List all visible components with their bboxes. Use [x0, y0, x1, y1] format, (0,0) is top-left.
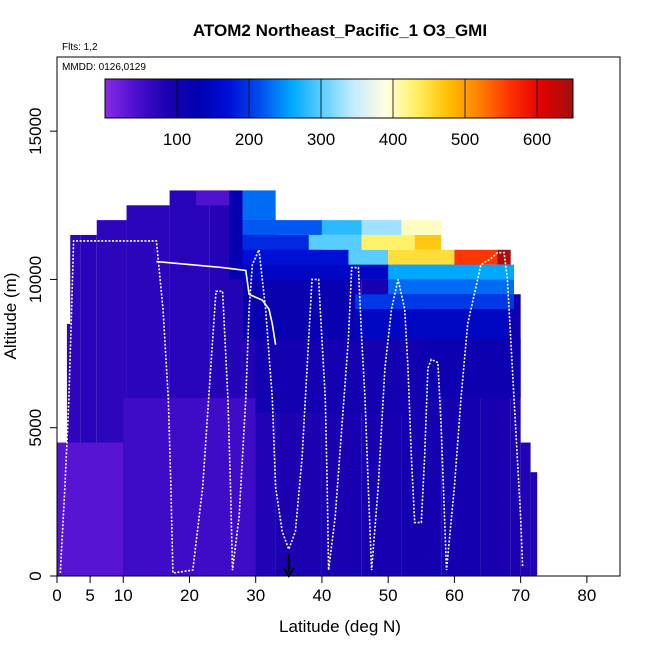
heatmap-cell — [355, 309, 508, 339]
heatmap-cell — [229, 190, 243, 280]
x-tick-label: 10 — [114, 586, 133, 605]
x-axis-label: Latitude (deg N) — [279, 617, 401, 636]
heatmap-cell — [361, 234, 415, 250]
y-tick-label: 10000 — [26, 256, 45, 303]
colorbar-tick-label: 400 — [379, 130, 407, 149]
heatmap-column — [510, 338, 521, 576]
latitude-marker-arrow-icon — [282, 567, 295, 578]
x-tick-label: 50 — [379, 586, 398, 605]
heatmap-cell — [414, 234, 442, 250]
heatmap-cell — [242, 264, 389, 280]
heatmap-cell — [242, 249, 349, 265]
x-tick-label: 60 — [445, 586, 464, 605]
y-tick-label: 15000 — [26, 108, 45, 155]
colorbar-tick-label: 500 — [451, 130, 479, 149]
colorbar-tick-label: 300 — [307, 130, 335, 149]
flight-track-level — [156, 260, 277, 345]
plot-frame — [56, 56, 621, 577]
heatmap-cell — [361, 220, 402, 235]
heatmap-cell — [454, 249, 498, 265]
plot-area — [57, 190, 538, 577]
y-tick-label: 0 — [26, 571, 45, 580]
heatmap-cell — [388, 249, 455, 265]
y-axis-label: Altitude (m) — [1, 273, 20, 360]
x-tick-label: 70 — [511, 586, 530, 605]
heatmap-cell — [242, 234, 309, 250]
heatmap-cell — [57, 442, 124, 576]
axes: 0 5 10 20 30 40 50 60 70 80 0 5000 10000 15000 — [26, 108, 596, 605]
heatmap-cell — [321, 220, 362, 235]
colorbar: 100 200 300 400 500 600 — [104, 78, 574, 149]
x-tick-label: 30 — [246, 586, 265, 605]
annotation-flights: Flts: 1,2 — [62, 42, 98, 53]
heatmap-cell — [123, 398, 256, 576]
heatmap-cell — [348, 264, 515, 280]
heatmap-column — [70, 234, 81, 576]
heatmap-cell — [388, 279, 515, 295]
annotation-mmdd: MMDD: 0126,0129 — [62, 62, 146, 73]
heatmap-cell — [348, 249, 389, 265]
heatmap-cell — [401, 220, 442, 235]
y-tick-label: 5000 — [26, 409, 45, 447]
x-tick-label: 0 — [52, 586, 61, 605]
heatmap-cell — [242, 190, 276, 221]
heatmap-cell — [242, 279, 356, 339]
flight-track — [59, 240, 524, 574]
heatmap-cell — [242, 220, 322, 235]
colorbar-tick-label: 100 — [163, 130, 191, 149]
x-tick-label: 5 — [85, 586, 94, 605]
x-tick-label: 20 — [180, 586, 199, 605]
colorbar-tick-label: 200 — [235, 130, 263, 149]
heatmap-cell — [355, 294, 515, 310]
x-tick-label: 80 — [577, 586, 596, 605]
heatmap-cell — [308, 234, 362, 250]
colorbar-tick-label: 600 — [523, 130, 551, 149]
heatmap-column — [530, 472, 538, 576]
heatmap-column — [520, 442, 531, 576]
chart-title: ATOM2 Northeast_Pacific_1 O3_GMI — [193, 21, 487, 40]
x-tick-label: 40 — [312, 586, 331, 605]
colorbar-scale — [104, 78, 574, 119]
heatmap-cell — [196, 190, 230, 206]
